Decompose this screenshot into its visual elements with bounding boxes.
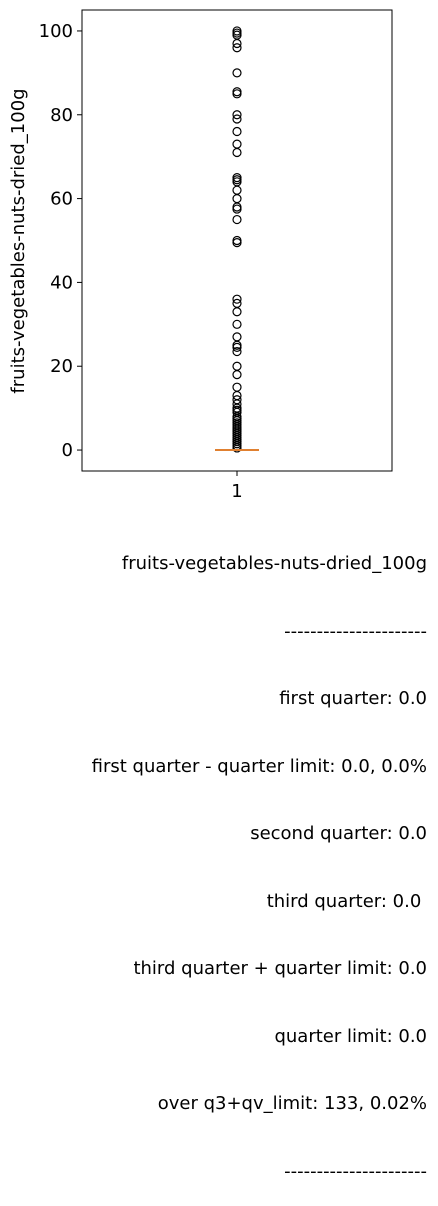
outlier-point bbox=[232, 214, 242, 225]
outlier-point bbox=[232, 342, 242, 352]
y-tick-label: 80 bbox=[50, 105, 73, 126]
outlier-point bbox=[232, 319, 242, 329]
y-tick-label: 40 bbox=[50, 272, 73, 293]
outlier-point bbox=[232, 126, 242, 137]
outlier-point bbox=[232, 139, 242, 149]
outlier-point bbox=[232, 185, 242, 195]
outlier-point bbox=[232, 370, 242, 380]
stats-summary: fruits-vegetables-nuts-dried_100g ------… bbox=[92, 508, 427, 1206]
outlier-point bbox=[232, 38, 242, 49]
stats-line-first-quarter-limit: first quarter - quarter limit: 0.0, 0.0% bbox=[91, 755, 427, 777]
outlier-point bbox=[232, 361, 242, 371]
outlier-point bbox=[232, 294, 242, 304]
outlier-point bbox=[232, 114, 242, 124]
outlier-point bbox=[232, 237, 242, 248]
stats-line-separator: ---------------------- bbox=[284, 620, 427, 642]
plot-frame bbox=[81, 9, 393, 472]
stats-line-third-quarter-limit: third quarter + quarter limit: 0.0 bbox=[133, 958, 427, 979]
stats-line-separator-end: ---------------------- bbox=[284, 1160, 427, 1182]
outlier-point bbox=[232, 110, 242, 120]
y-axis-title: fruits-vegetables-nuts-dried_100g bbox=[8, 88, 29, 393]
outlier-point bbox=[232, 443, 242, 453]
stats-line-third-quarter: third quarter: 0.0 bbox=[266, 890, 427, 912]
outlier-point bbox=[232, 346, 242, 357]
y-tick-label: 20 bbox=[50, 356, 73, 377]
y-tick-label: 100 bbox=[39, 21, 73, 42]
outlier-point bbox=[232, 43, 242, 53]
boxplot-chart: 0 20 40 60 80 100 1 fruits-vegetables-nuts-dri… bbox=[8, 9, 393, 502]
outlier-point bbox=[232, 382, 242, 392]
outlier-point bbox=[232, 332, 242, 342]
stats-line-first-quarter: first quarter: 0.0 bbox=[279, 688, 427, 709]
stats-line-quarter-limit: quarter limit: 0.0 bbox=[274, 1025, 427, 1047]
y-tick-label: 60 bbox=[50, 189, 73, 210]
outlier-point bbox=[232, 204, 242, 214]
outlier-point bbox=[232, 193, 242, 204]
stats-line-over-limit: over q3+qv_limit: 133, 0.02% bbox=[157, 1093, 427, 1114]
x-tick-label: 1 bbox=[231, 481, 242, 502]
stats-line-second-quarter: second quarter: 0.0 bbox=[250, 823, 427, 844]
outlier-point bbox=[232, 147, 242, 158]
y-tick-label: 0 bbox=[62, 440, 73, 461]
outlier-point bbox=[232, 68, 242, 78]
stats-line-title: fruits-vegetables-nuts-dried_100g bbox=[121, 553, 427, 574]
outlier-point bbox=[232, 307, 242, 317]
plot-area: 0 20 40 60 80 100 1 bbox=[39, 9, 393, 502]
outlier-point bbox=[232, 89, 242, 99]
